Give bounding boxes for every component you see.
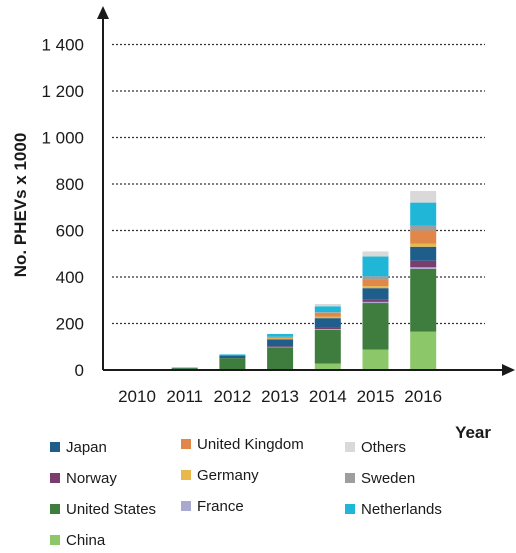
bar-segment [410,331,437,370]
bar-segment [410,260,437,268]
bar-segment [410,243,437,247]
axes [97,6,515,376]
bar-segment [267,339,294,347]
x-axis-title: Year [455,423,491,442]
legend-label: Others [361,439,406,456]
y-tick-label: 1 000 [41,129,84,148]
y-tick-label: 0 [75,361,84,380]
bar-segment [410,202,437,226]
legend-label: Sweden [361,470,415,487]
bar-segment [219,358,246,370]
bar-segment [314,312,341,313]
y-tick-label: 1 400 [41,36,84,55]
y-tick-label: 200 [56,315,84,334]
legend-swatch [50,473,60,483]
bar-segment [267,346,294,348]
bar-segment [362,301,389,304]
legend-swatch [50,535,60,545]
bar-segment [410,246,437,261]
legend-label: Germany [197,467,259,484]
bar-segment [267,338,294,340]
y-tick-label: 1 200 [41,82,84,101]
bar-segment [219,355,246,359]
y-axis-arrow-icon [97,6,109,19]
y-tick-labels: 0 200 400 600 800 1 000 1 200 1 400 [41,36,84,381]
bar-segment [314,316,341,319]
y-tick-label: 400 [56,268,84,287]
x-tick-label: 2012 [213,387,251,406]
bar-segment [362,286,389,289]
legend-label: China [66,532,106,549]
legend-swatch [181,501,191,511]
bar-segment [362,349,389,370]
x-tick-label: 2016 [404,387,442,406]
bar-segment [267,347,294,370]
bar-segment [219,354,246,356]
bar-segment [171,367,198,369]
legend-swatch [50,504,60,514]
legend-swatch [181,439,191,449]
bars [171,190,437,371]
legend-label: United States [66,501,156,518]
x-tick-label: 2015 [357,387,395,406]
x-tick-labels: 2010 2011 2012 2013 2014 2015 2016 [118,387,442,406]
bar-segment [314,329,341,330]
bar-segment [362,288,389,300]
bar-segment [362,299,389,302]
legend-swatch [345,442,355,452]
bar-segment [219,355,246,356]
legend: Japan United Kingdom Others Norway Germany Sw… [50,436,442,549]
legend-swatch [181,470,191,480]
legend-label: Netherlands [361,501,442,518]
bar-segment [410,268,437,332]
bar-segment [410,267,437,269]
bar-segment [362,276,389,280]
bar-segment [314,318,341,328]
bar-segment [267,336,294,338]
legend-swatch [345,473,355,483]
bar-segment [362,303,389,350]
bar-segment [410,225,437,231]
legend-label: Japan [66,439,107,456]
legend-label: France [197,498,244,515]
bar-segment [314,303,341,307]
legend-label: United Kingdom [197,436,304,453]
bar-segment [410,230,437,244]
bar-segment [314,312,341,317]
bar-segment [314,306,341,313]
legend-swatch [50,442,60,452]
y-axis-title: No. PHEVs x 1000 [11,133,30,278]
bar-segment [410,190,437,203]
x-axis-arrow-icon [502,364,515,376]
x-tick-label: 2010 [118,387,156,406]
bar-segment [267,333,294,337]
bar-segment [362,256,389,277]
y-tick-label: 600 [56,222,84,241]
y-tick-label: 800 [56,175,84,194]
bar-segment [314,363,341,370]
x-tick-label: 2014 [309,387,347,406]
bar-segment [267,337,294,339]
bar-segment [362,251,389,257]
bar-segment [362,279,389,287]
x-tick-label: 2011 [166,387,203,406]
legend-label: Norway [66,470,117,487]
legend-swatch [345,504,355,514]
bar-segment [314,327,341,330]
bar-segment [267,346,294,347]
x-tick-label: 2013 [261,387,299,406]
bar-segment [314,329,341,364]
